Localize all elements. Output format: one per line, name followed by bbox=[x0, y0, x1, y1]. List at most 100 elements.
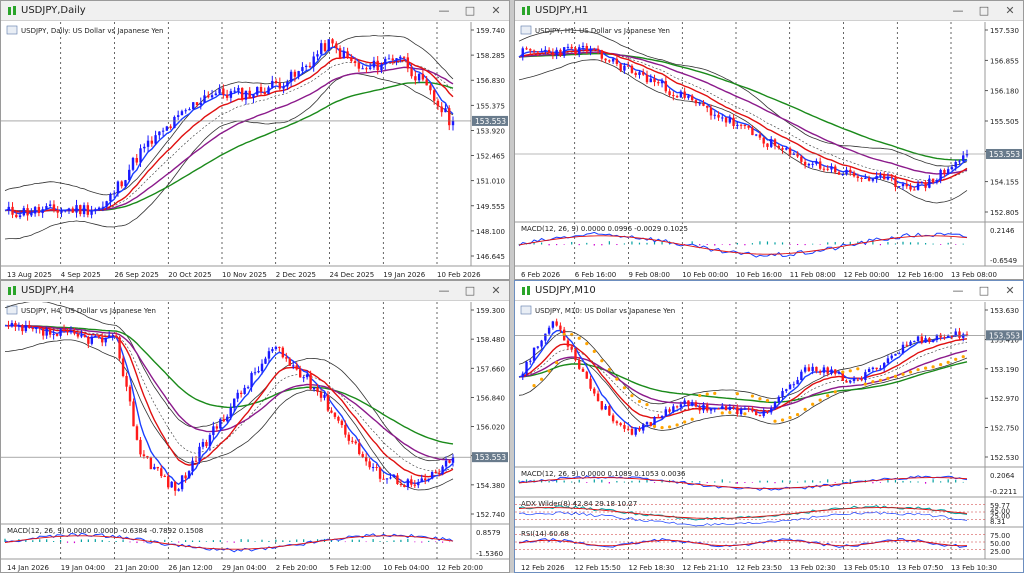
chart-window-h1[interactable]: USDJPY,H1 — □ ✕ 6 Feb 2026 6 Feb 16:00 9 F… bbox=[514, 0, 1024, 280]
chart-window-h4[interactable]: USDJPY,H4 — □ ✕ 14 Jan 2026 19 Jan 04:00 2… bbox=[0, 280, 510, 573]
candle-body bbox=[743, 124, 747, 126]
candle-body bbox=[354, 441, 357, 444]
macd-histogram-bar bbox=[917, 242, 919, 245]
maximize-button[interactable]: □ bbox=[978, 283, 990, 297]
chart-window-daily[interactable]: USDJPY,Daily — □ ✕ 13 Aug 2025 4 Sep 2025… bbox=[0, 0, 510, 280]
bollinger-upper-line bbox=[4, 34, 454, 196]
indicator-axis-label: 50.00 bbox=[990, 540, 1010, 548]
window-titlebar[interactable]: USDJPY,H1 — □ ✕ bbox=[515, 1, 1023, 21]
candle-body bbox=[177, 489, 180, 491]
candle-body bbox=[758, 415, 762, 417]
macd-histogram-bar bbox=[789, 480, 791, 483]
macd-histogram-bar bbox=[421, 541, 423, 543]
close-button[interactable]: ✕ bbox=[491, 283, 501, 297]
macd-histogram-bar bbox=[601, 244, 603, 246]
candle-body bbox=[585, 371, 588, 379]
chart-canvas[interactable]: 13 Aug 2025 4 Sep 2025 26 Sep 2025 20 Oct 2… bbox=[1, 22, 509, 279]
price-label: 157.660 bbox=[476, 365, 505, 373]
candle-body bbox=[274, 80, 278, 83]
candle-body bbox=[830, 369, 833, 374]
macd-histogram-bar bbox=[661, 241, 663, 245]
candle-body bbox=[871, 367, 875, 370]
candle-body bbox=[950, 335, 954, 337]
minimize-button[interactable]: — bbox=[952, 3, 964, 17]
macd-histogram-bar bbox=[254, 541, 256, 542]
macd-histogram-bar bbox=[759, 480, 761, 483]
macd-histogram-bar bbox=[184, 540, 187, 542]
macd-histogram-bar bbox=[796, 244, 799, 246]
candle-body bbox=[871, 178, 875, 181]
macd-histogram-bar bbox=[796, 481, 799, 483]
price-label: 155.375 bbox=[476, 102, 505, 110]
macd-histogram-bar bbox=[646, 479, 648, 483]
candle-body bbox=[104, 337, 107, 343]
chart-canvas[interactable]: 14 Jan 2026 19 Jan 04:00 21 Jan 20:00 26 Ja… bbox=[1, 302, 509, 572]
candle-body bbox=[128, 386, 132, 402]
window-titlebar[interactable]: USDJPY,Daily — □ ✕ bbox=[1, 1, 509, 21]
macd-histogram-bar bbox=[268, 540, 270, 542]
candle-body bbox=[361, 454, 364, 458]
candle-body bbox=[282, 86, 285, 89]
macd-histogram-bar bbox=[386, 541, 388, 542]
chart-canvas[interactable]: 6 Feb 2026 6 Feb 16:00 9 Feb 08:00 10 Feb 0… bbox=[515, 22, 1023, 279]
candle-body bbox=[365, 68, 368, 70]
candle-body bbox=[83, 335, 87, 337]
close-button[interactable]: ✕ bbox=[491, 3, 501, 17]
price-label: 146.645 bbox=[476, 253, 505, 261]
window-titlebar[interactable]: USDJPY,H4 — □ ✕ bbox=[1, 281, 509, 301]
candle-body bbox=[248, 90, 251, 98]
candle-body bbox=[316, 54, 319, 57]
candle-body bbox=[167, 476, 170, 488]
candle-body bbox=[80, 335, 83, 337]
candle-body bbox=[237, 87, 240, 91]
candle-body bbox=[864, 372, 867, 380]
candle-body bbox=[935, 334, 939, 341]
close-button[interactable]: ✕ bbox=[1005, 3, 1015, 17]
macd-histogram-bar bbox=[586, 482, 588, 483]
candle-body bbox=[574, 349, 577, 361]
indicator-line-signal bbox=[518, 539, 968, 547]
chart-window-m10[interactable]: USDJPY,M10 — □ ✕ 12 Feb 2026 12 Feb 15:50… bbox=[514, 280, 1024, 573]
time-label: 6 Feb 16:00 bbox=[575, 271, 616, 279]
candle-body bbox=[849, 169, 852, 173]
window-titlebar[interactable]: USDJPY,M10 — □ ✕ bbox=[515, 281, 1023, 301]
candle-body bbox=[732, 406, 735, 408]
candle-body bbox=[158, 131, 161, 136]
minimize-button[interactable]: — bbox=[952, 283, 964, 297]
candle-body bbox=[770, 408, 773, 413]
price-label: 157.530 bbox=[990, 27, 1019, 35]
ma-long-line bbox=[518, 361, 968, 404]
candle-body bbox=[195, 102, 199, 106]
price-label: 159.740 bbox=[476, 27, 505, 35]
candle-body bbox=[822, 168, 826, 170]
sar-dot bbox=[630, 394, 634, 398]
candle-body bbox=[901, 344, 905, 354]
candle-body bbox=[56, 209, 59, 213]
maximize-button[interactable]: □ bbox=[978, 3, 990, 17]
close-button[interactable]: ✕ bbox=[1005, 283, 1015, 297]
maximize-button[interactable]: □ bbox=[464, 3, 476, 17]
chart-canvas[interactable]: 12 Feb 2026 12 Feb 15:50 12 Feb 18:30 12 Fe… bbox=[515, 302, 1023, 572]
price-label: 153.630 bbox=[990, 307, 1019, 315]
candle-body bbox=[664, 81, 668, 92]
candle-body bbox=[672, 95, 675, 97]
chart-header-label: USDJPY, H4: US Dollar vs Japanese Yen bbox=[21, 307, 156, 315]
minimize-button[interactable]: — bbox=[438, 283, 450, 297]
price-label: 155.505 bbox=[990, 118, 1019, 126]
candle-body bbox=[214, 93, 218, 96]
maximize-button[interactable]: □ bbox=[464, 283, 476, 297]
candle-body bbox=[244, 90, 248, 100]
macd-histogram-bar bbox=[289, 540, 291, 542]
macd-histogram-bar bbox=[909, 242, 912, 245]
time-label: 21 Jan 20:00 bbox=[115, 564, 159, 572]
indicator-axis-label: 0.2146 bbox=[990, 227, 1015, 235]
candle-body bbox=[935, 180, 939, 183]
candle-body bbox=[754, 134, 758, 136]
macd-histogram-bar bbox=[191, 540, 194, 542]
candle-body bbox=[830, 166, 833, 170]
candle-body bbox=[962, 334, 965, 338]
macd-histogram-bar bbox=[759, 241, 761, 245]
macd-histogram-bar bbox=[653, 482, 656, 483]
candle-body bbox=[24, 325, 28, 332]
minimize-button[interactable]: — bbox=[438, 3, 450, 17]
